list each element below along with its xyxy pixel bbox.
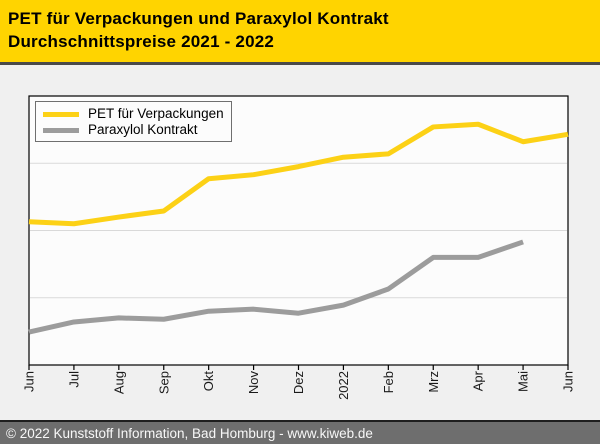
- x-tick-label: 2022: [336, 371, 351, 400]
- x-tick-label: Apr: [471, 370, 486, 391]
- legend-item-pet: PET für Verpackungen: [43, 106, 224, 122]
- legend-swatch-pet: [43, 111, 79, 117]
- chart-area: Jun Jul Aug Sep Okt Nov Dez 2022 Feb Mrz Apr Mai Jun…: [0, 65, 600, 420]
- x-tick-label: Jun: [22, 371, 37, 392]
- x-tick-label: Aug: [111, 371, 126, 394]
- x-tick-label: Mai: [516, 371, 531, 392]
- legend-item-paraxylol: Paraxylol Kontrakt: [43, 122, 224, 138]
- legend: PET für Verpackungen Paraxylol Kontrakt: [35, 101, 232, 142]
- footer-credit: © 2022 Kunststoff Information, Bad Hombu…: [6, 425, 373, 441]
- pet-series-line: [28, 121, 569, 227]
- x-tick-label: Sep: [156, 371, 171, 394]
- title-bar: PET für Verpackungen und Paraxylol Kontr…: [0, 0, 600, 62]
- x-tick-label: Jul: [66, 371, 81, 388]
- legend-swatch-paraxylol: [43, 127, 79, 133]
- x-tick-label: Nov: [246, 371, 261, 395]
- chart-title-line-2: Durchschnittspreise 2021 - 2022: [8, 32, 275, 51]
- paraxylol-series-line: [28, 239, 524, 335]
- x-tick-label: Mrz: [426, 371, 441, 393]
- x-tick-label: Dez: [291, 371, 306, 394]
- footer-bar: © 2022 Kunststoff Information, Bad Hombu…: [0, 420, 600, 444]
- x-tick-label: Jun: [561, 371, 576, 392]
- chart-title-line-1: PET für Verpackungen und Paraxylol Kontr…: [8, 9, 389, 28]
- header-divider: [0, 62, 600, 65]
- x-tick-label: Okt: [201, 371, 216, 392]
- x-tick-label: Feb: [381, 371, 396, 393]
- legend-label-paraxylol: Paraxylol Kontrakt: [88, 122, 198, 137]
- legend-label-pet: PET für Verpackungen: [88, 106, 224, 121]
